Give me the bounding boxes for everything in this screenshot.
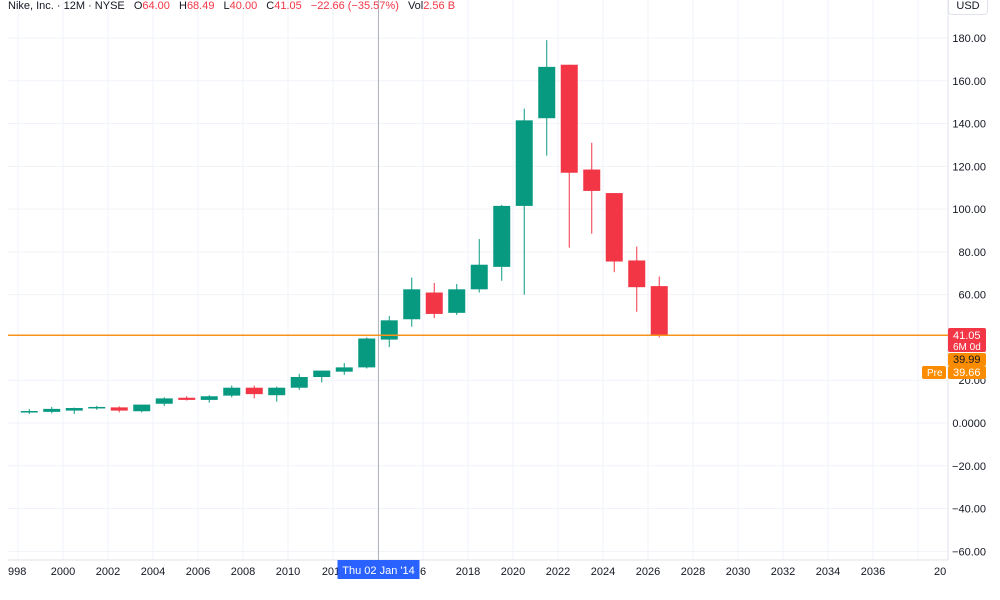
price-tick-label: −40.00 — [952, 504, 986, 516]
low-label: L — [223, 0, 230, 12]
time-tick-label: 2032 — [771, 566, 795, 578]
candle-body-down — [178, 397, 196, 400]
price-tick-label: −60.00 — [952, 546, 986, 558]
time-tick-label: 2004 — [141, 566, 165, 578]
candle-body-up — [200, 396, 218, 400]
time-tick-label: 998 — [8, 566, 26, 578]
price-tick-label: 140.00 — [952, 119, 986, 131]
candle-body-up — [358, 338, 376, 368]
time-tick-label: 2008 — [231, 566, 255, 578]
time-tick-label: 2028 — [681, 566, 705, 578]
candle-body-up — [335, 367, 353, 372]
candle-body-down — [425, 292, 443, 314]
candle-body-down — [583, 169, 601, 191]
candle-body-up — [538, 66, 556, 119]
price-tick-label: 180.00 — [952, 33, 986, 45]
time-tick-label: 2026 — [636, 566, 660, 578]
open-value: 64.00 — [142, 0, 170, 12]
symbol-legend: Nike, Inc. · 12M · NYSE O64.00 H68.49 L4… — [8, 0, 461, 14]
candle-body-up — [403, 289, 421, 320]
time-tick-label: 2036 — [861, 566, 885, 578]
time-tick-label: 2030 — [726, 566, 750, 578]
candle-body-down — [560, 64, 578, 173]
candle-body-up — [88, 406, 106, 409]
open-label: O — [133, 0, 143, 12]
time-tick-label: 2018 — [456, 566, 480, 578]
price-tick-label: −20.00 — [952, 461, 986, 473]
pre-market-price-badge — [948, 366, 986, 379]
time-tick-label: 2000 — [51, 566, 75, 578]
last-price-badge — [948, 328, 986, 352]
candle-body-down — [628, 260, 646, 288]
candle-body-up — [223, 387, 241, 396]
time-tick-label: 2010 — [276, 566, 300, 578]
high-value: 68.49 — [186, 0, 215, 12]
time-tick-label: 2020 — [501, 566, 525, 578]
pre-market-price: 39.66 — [953, 367, 981, 379]
grid-lines — [8, 0, 948, 561]
candle-body-up — [313, 370, 331, 378]
candle-body-down — [245, 387, 263, 395]
candle-body-up — [448, 289, 466, 313]
crosshair-date-badge-bg — [337, 560, 420, 579]
candle-body-up — [470, 264, 488, 290]
candle-body-up — [493, 205, 511, 267]
price-tick-label: 120.00 — [952, 161, 986, 173]
high-label: H — [178, 0, 187, 12]
last-price-value: 41.05 — [953, 330, 981, 342]
time-tick-label: 2002 — [96, 566, 120, 578]
time-tick-label: 2006 — [186, 566, 210, 578]
price-tick-label: 160.00 — [952, 76, 986, 88]
price-axis-labels[interactable]: 180.00 160.00 140.00 120.00 100.00 80.00 60.00… — [952, 33, 986, 558]
volume-value: 2.56 B — [423, 0, 456, 12]
close-value: 41.05 — [274, 0, 302, 12]
time-tick-label: 20 — [934, 566, 946, 578]
candle-body-up — [380, 320, 398, 340]
candle-body-up — [133, 404, 151, 412]
low-value: 40.00 — [229, 0, 258, 12]
candle-body-up — [65, 408, 83, 411]
price-tick-label: 100.00 — [952, 204, 986, 216]
time-axis-labels[interactable]: 9982000200220042006200820102010162018202… — [8, 566, 946, 578]
pre-market-label-badge — [922, 366, 946, 379]
bid-value: 39.99 — [953, 354, 981, 366]
time-tick-label: 2022 — [546, 566, 570, 578]
candle-body-up — [20, 411, 38, 413]
candle-body-up — [515, 120, 533, 206]
candle-body-up — [43, 408, 61, 412]
currency-selector[interactable]: USD — [948, 0, 988, 15]
price-tick-label: 80.00 — [958, 247, 986, 259]
price-badges: 41.05 6M 0d 39.99 Pre 39.66 — [922, 328, 986, 379]
bid-badge — [948, 353, 986, 366]
candle-body-up — [290, 377, 308, 388]
candle-body-up — [155, 398, 173, 404]
pre-market-label: Pre — [927, 368, 943, 379]
price-tick-label: 0.0000 — [952, 418, 986, 430]
symbol-title[interactable]: Nike, Inc. · 12M · NYSE — [8, 0, 125, 12]
time-tick-label: 201 — [322, 566, 340, 578]
price-tick-label: 60.00 — [958, 290, 986, 302]
time-tick-label: 2034 — [816, 566, 840, 578]
crosshair-date-label: Thu 02 Jan '14 — [342, 565, 414, 577]
candle-body-down — [110, 407, 128, 411]
time-tick-label: 2024 — [591, 566, 615, 578]
candle-body-down — [605, 193, 623, 262]
volume-label: Vol — [407, 0, 424, 12]
close-label: C — [266, 0, 275, 12]
bar-countdown: 6M 0d — [953, 342, 981, 353]
change-value: −22.66 (−35.57%) — [310, 0, 399, 12]
candle-body-up — [268, 387, 286, 396]
candles — [20, 40, 668, 415]
crosshair-date-badge: Thu 02 Jan '14 — [337, 560, 420, 579]
candle-body-down — [650, 286, 668, 336]
